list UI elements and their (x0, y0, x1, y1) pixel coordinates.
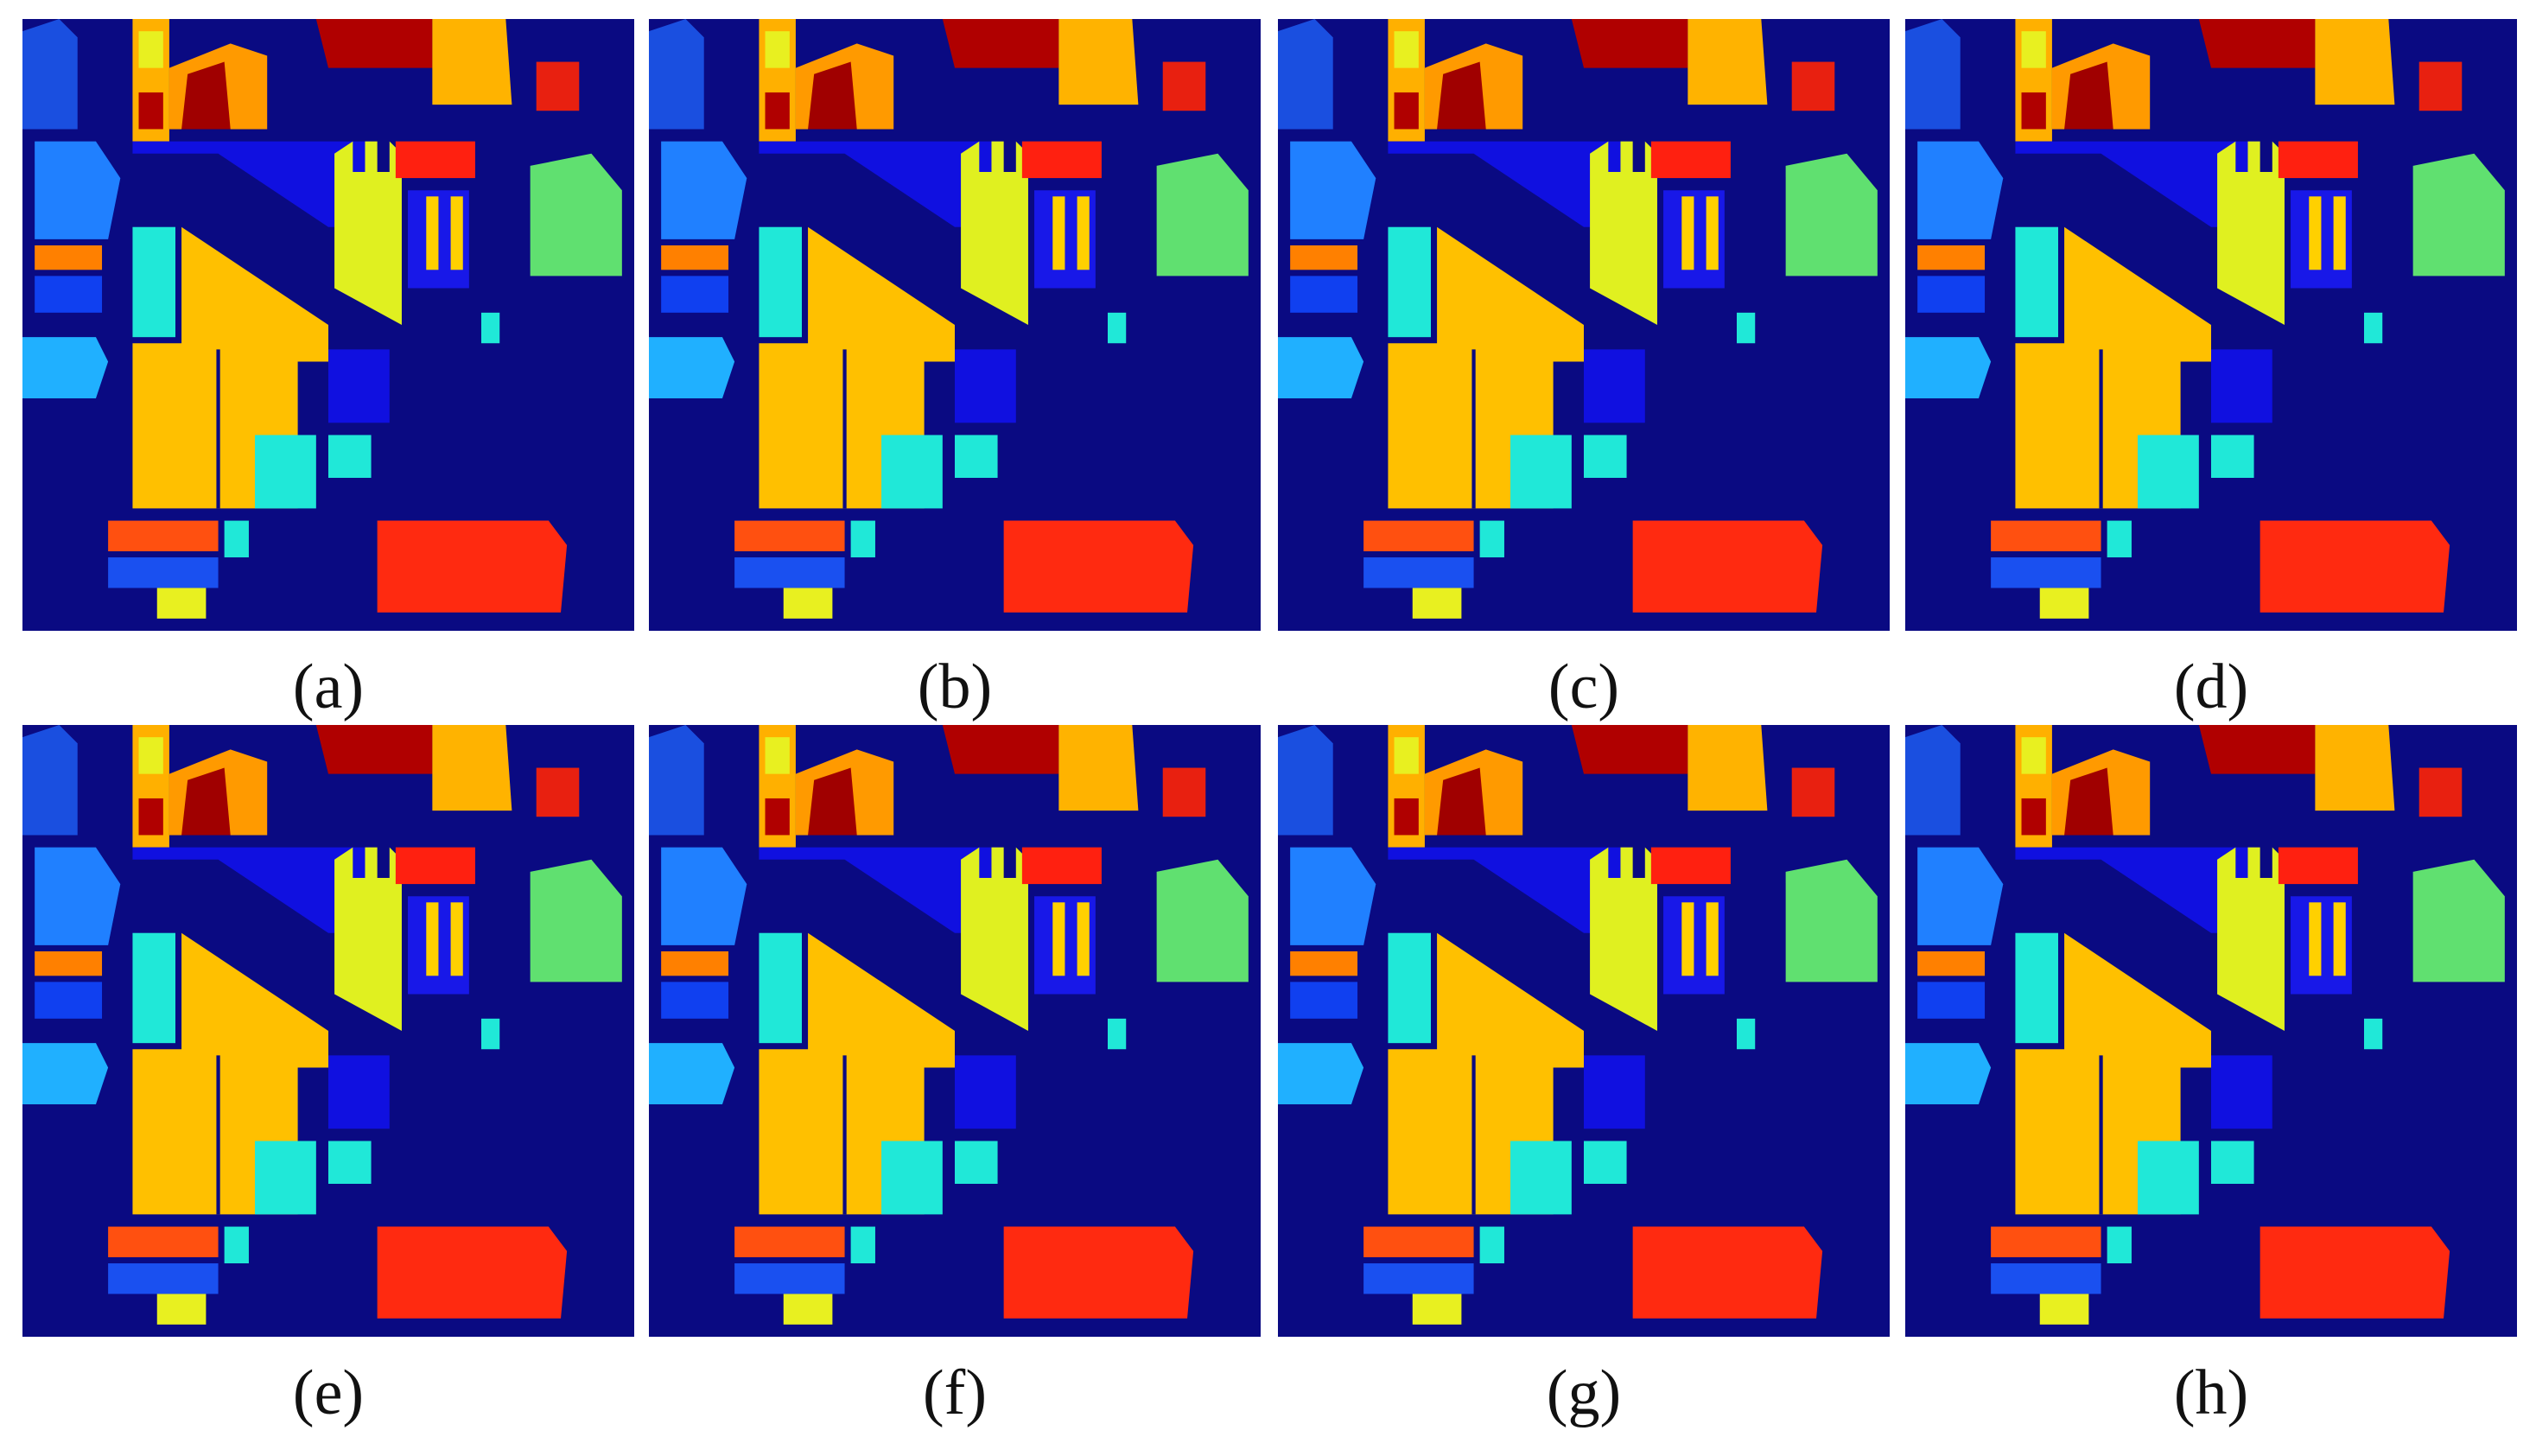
classification-map (649, 725, 1261, 1337)
panel-label: (b) (918, 652, 992, 722)
panel-label: (e) (293, 1357, 364, 1428)
classification-map (22, 19, 634, 631)
classification-map (1278, 19, 1890, 631)
classification-map (22, 725, 634, 1337)
classification-map (1905, 725, 2517, 1337)
classification-map (649, 19, 1261, 631)
classification-map (1905, 19, 2517, 631)
panel-label: (a) (293, 652, 364, 722)
panel-label: (d) (2174, 652, 2248, 722)
panel-label: (c) (1548, 652, 1619, 722)
panels: (a) (b) (c) (d) (e) (f) (g) (h) (22, 19, 2517, 1428)
classification-map (1278, 725, 1890, 1337)
panel-label: (f) (923, 1357, 987, 1428)
panel-label: (h) (2174, 1357, 2248, 1428)
panel-label: (g) (1547, 1357, 1621, 1428)
